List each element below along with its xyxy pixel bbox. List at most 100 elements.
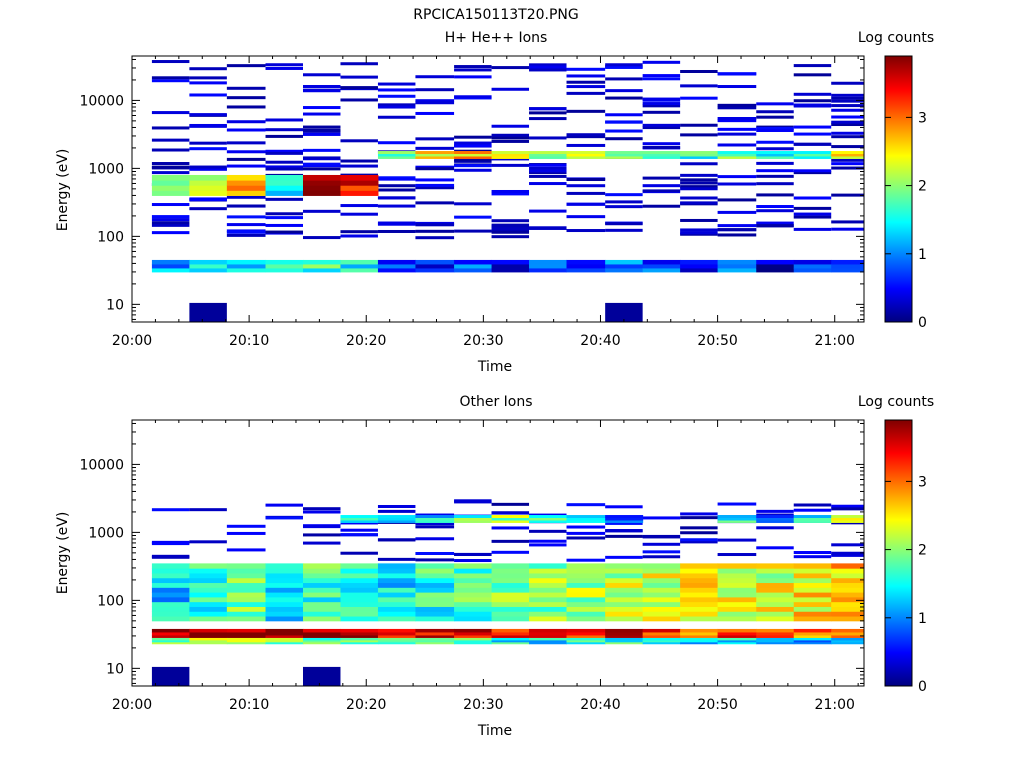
heatmap-cell — [491, 124, 530, 128]
heatmap-cell — [415, 99, 455, 103]
heatmap-cell — [302, 641, 341, 645]
heatmap-cell — [605, 77, 643, 81]
heatmap-cell — [491, 577, 530, 584]
heatmap-cell — [491, 517, 530, 521]
heatmap-cell — [226, 616, 267, 622]
heatmap-cell — [756, 259, 795, 265]
heatmap-cell — [454, 596, 493, 603]
heatmap-cell — [415, 236, 455, 240]
heatmap-cell — [415, 592, 455, 598]
heatmap-cell — [265, 631, 304, 636]
heatmap-cell — [302, 236, 341, 240]
heatmap-cell — [529, 111, 567, 115]
heatmap-cell — [680, 151, 719, 155]
heatmap-cell — [226, 128, 266, 132]
heatmap-cell — [265, 230, 303, 234]
heatmap-cell — [605, 641, 644, 645]
heatmap-cell — [605, 151, 644, 155]
heatmap-cell — [189, 572, 228, 579]
heatmap-cell — [793, 169, 832, 173]
heatmap-cell — [377, 184, 416, 188]
heatmap-cell — [680, 596, 719, 603]
heatmap-cell — [415, 101, 455, 105]
heatmap-cell — [265, 577, 304, 584]
heatmap-cell — [226, 572, 267, 579]
heatmap-cell — [793, 577, 832, 584]
heatmap-cell — [151, 165, 190, 169]
heatmap-cell — [340, 204, 378, 208]
heatmap-cell — [831, 568, 865, 574]
heatmap-cell — [415, 582, 455, 588]
heatmap-cell — [491, 225, 530, 229]
heatmap-cell — [605, 572, 644, 579]
heatmap-cell — [340, 139, 378, 143]
heatmap-cell — [189, 185, 228, 191]
panel-other-ions: Other Ions Log counts Time Energy (eV) 2… — [55, 394, 934, 739]
heatmap-cell — [340, 62, 378, 66]
heatmap-cell — [340, 515, 379, 519]
heatmap-cell — [226, 631, 267, 636]
heatmap-cell — [756, 155, 795, 159]
heatmap-cell — [717, 210, 757, 214]
heatmap-cell — [265, 63, 303, 67]
heatmap-cell — [454, 559, 492, 563]
heatmap-cell — [529, 259, 568, 265]
heatmap-cell — [529, 582, 568, 588]
heatmap-cell — [377, 538, 416, 542]
heatmap-cell — [265, 596, 304, 603]
heatmap-cell — [226, 267, 267, 273]
heatmap-cell — [793, 99, 832, 103]
heatmap-cell — [756, 582, 795, 588]
heatmap-cell — [605, 519, 644, 523]
heatmap-cell — [340, 641, 379, 645]
heatmap-cell — [717, 224, 757, 228]
heatmap-cell — [302, 174, 341, 181]
heatmap-cell — [605, 577, 644, 584]
heatmap-cell — [340, 190, 379, 196]
heatmap-cell — [189, 616, 228, 622]
heatmap-cell — [302, 616, 341, 622]
heatmap-cell — [793, 125, 832, 129]
heatmap-cell — [491, 192, 530, 196]
heatmap-cell — [566, 611, 606, 617]
heatmap-cell — [189, 141, 227, 145]
heatmap-cell — [605, 505, 643, 509]
y-tick-label: 10 — [106, 661, 124, 677]
heatmap-cell — [189, 577, 228, 584]
heatmap-cell — [226, 150, 266, 154]
heatmap-cell — [189, 606, 228, 612]
heatmap-cell — [717, 631, 757, 636]
heatmap-cell — [717, 568, 757, 574]
heatmap-cell — [566, 525, 606, 529]
heatmap-cell — [265, 263, 304, 269]
heatmap-cell — [226, 524, 266, 528]
heatmap-cell — [189, 123, 227, 127]
heatmap-cell — [566, 587, 606, 593]
heatmap-cell — [566, 267, 606, 273]
heatmap-cell — [680, 196, 718, 200]
heatmap-cell — [793, 64, 832, 68]
heatmap-cell — [415, 153, 455, 157]
colorbar-tick-label: 2 — [918, 543, 927, 559]
heatmap-cell — [491, 628, 530, 633]
heatmap-cell — [642, 634, 681, 639]
heatmap-cell — [302, 132, 341, 136]
heatmap-cell — [566, 637, 606, 641]
heatmap-cell — [793, 555, 832, 559]
heatmap-cell — [642, 189, 681, 193]
heatmap-cell — [680, 628, 719, 633]
heatmap-cell — [717, 616, 757, 622]
heatmap-cell — [454, 263, 493, 269]
heatmap-cell — [151, 582, 190, 588]
heatmap-cell — [265, 160, 303, 164]
heatmap-cell — [415, 183, 455, 187]
heatmap-cell — [415, 628, 455, 633]
heatmap-cell — [642, 587, 681, 593]
heatmap-cell — [605, 222, 643, 226]
heatmap-cell — [831, 263, 865, 269]
heatmap-cell — [377, 601, 416, 607]
heatmap-cell — [605, 113, 643, 117]
heatmap-cell — [491, 219, 530, 223]
heatmap-cell — [756, 546, 794, 550]
heatmap-cell — [151, 162, 190, 166]
